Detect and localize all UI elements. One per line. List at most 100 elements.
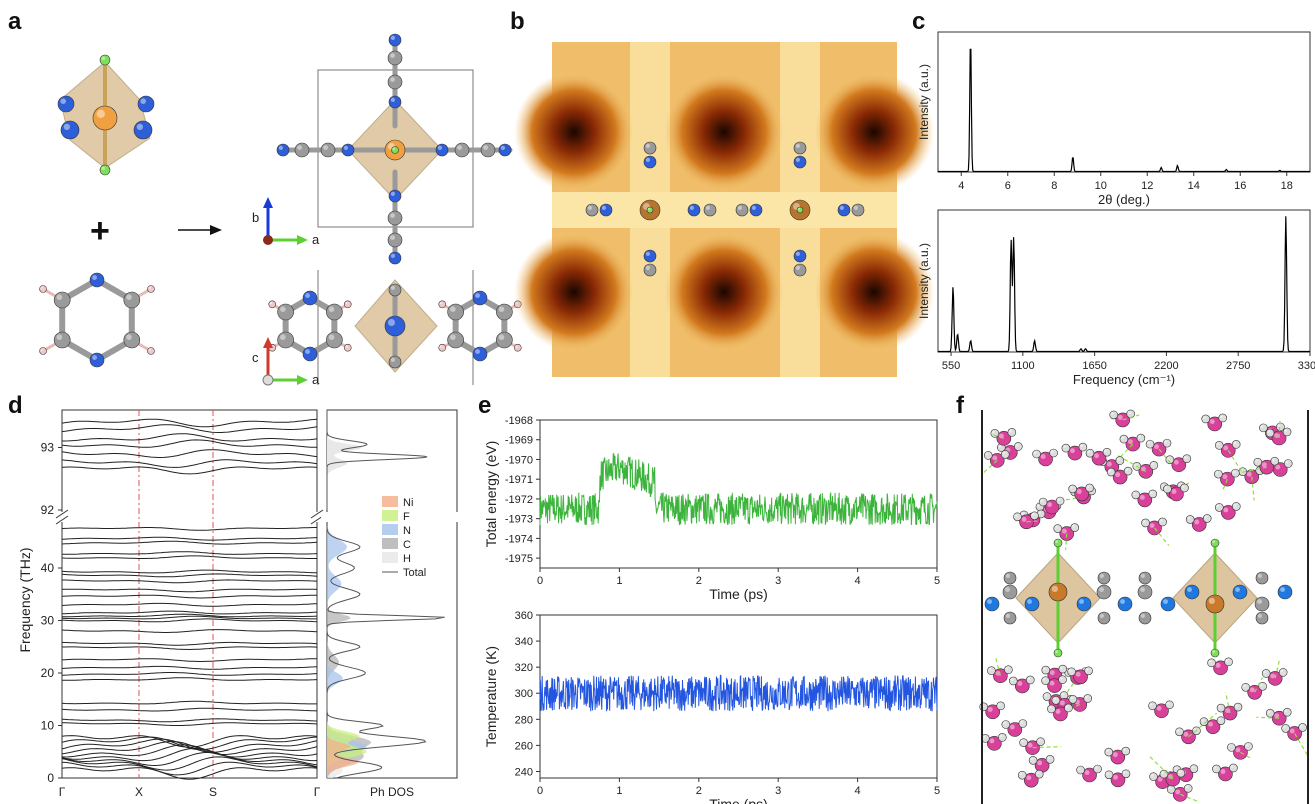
atom-c-highlight bbox=[1140, 587, 1145, 592]
atom-h-highlight bbox=[1037, 503, 1040, 507]
phonon-band bbox=[61, 700, 317, 705]
atom-n-highlight bbox=[689, 205, 694, 210]
atom-c-highlight bbox=[498, 306, 505, 313]
atom-h bbox=[1244, 742, 1253, 751]
atom-o bbox=[1038, 451, 1053, 467]
atom-h-highlight bbox=[1284, 709, 1288, 713]
phonon-band bbox=[61, 536, 318, 541]
atom-ni-highlight bbox=[96, 109, 106, 119]
atom-h bbox=[1042, 692, 1052, 701]
x-tick-label: 0 bbox=[537, 785, 543, 797]
hydrogen-bond bbox=[1154, 527, 1170, 546]
atom-n-highlight bbox=[475, 293, 480, 298]
atom-f-highlight bbox=[1055, 540, 1058, 543]
atom-c-highlight bbox=[457, 145, 462, 150]
atom-c-highlight bbox=[1257, 573, 1262, 578]
atom-n bbox=[89, 272, 105, 288]
phonon-band bbox=[62, 613, 318, 618]
atom-h-highlight bbox=[1299, 724, 1303, 728]
dos-area-ni bbox=[327, 526, 359, 778]
x-axis-label: Time (ps) bbox=[709, 796, 768, 804]
dos-total-line bbox=[326, 410, 428, 510]
atom-h-highlight bbox=[1104, 449, 1107, 453]
atom-h-highlight bbox=[1225, 659, 1229, 662]
atom-h bbox=[1265, 428, 1275, 438]
atom-n bbox=[837, 203, 851, 217]
atom-h bbox=[1229, 763, 1238, 773]
atom-h-highlight bbox=[1122, 748, 1126, 752]
atom-c bbox=[326, 303, 343, 321]
atom-c-highlight bbox=[1257, 599, 1262, 604]
atom-o bbox=[996, 431, 1012, 446]
x-tick-label: 10 bbox=[1095, 180, 1107, 192]
atom-h bbox=[1055, 496, 1065, 506]
atom-n-highlight bbox=[795, 157, 800, 162]
dos-area-n bbox=[327, 526, 367, 778]
k-point-label: Γ bbox=[314, 785, 321, 799]
atom-h bbox=[1078, 442, 1088, 452]
atom-f bbox=[1210, 538, 1220, 548]
atom-o-highlight bbox=[1246, 471, 1252, 477]
atom-c-highlight bbox=[1005, 613, 1010, 618]
atom-h-highlight bbox=[1094, 766, 1098, 770]
y-tick-label: -1975 bbox=[505, 553, 533, 565]
atom-c-highlight bbox=[483, 145, 488, 150]
density-pore bbox=[814, 72, 934, 192]
atom-c-highlight bbox=[390, 357, 395, 362]
phonon-band bbox=[61, 527, 317, 531]
panel-c-raman-chart: 550 1100 1650 2200 2750 3300 Frequency (cm⁻¹) I… bbox=[917, 209, 1315, 387]
atom-h bbox=[1214, 503, 1224, 512]
phonon-band bbox=[61, 449, 318, 458]
atom-c-highlight bbox=[280, 334, 286, 341]
atom-c bbox=[1097, 571, 1111, 585]
atom-f bbox=[796, 206, 804, 214]
atom-c-highlight bbox=[795, 143, 800, 148]
hydrogen-bond bbox=[1251, 476, 1255, 501]
atom-o-highlight bbox=[1223, 445, 1229, 451]
atom-n bbox=[472, 290, 488, 306]
atom-h-highlight bbox=[1110, 412, 1114, 415]
atom-h-highlight bbox=[1059, 676, 1063, 680]
atom-h-highlight bbox=[1151, 462, 1154, 466]
atom-c-highlight bbox=[587, 205, 592, 210]
atom-ni bbox=[92, 105, 118, 131]
atom-n bbox=[1024, 596, 1040, 612]
x-tick-label: 18 bbox=[1281, 180, 1293, 192]
atom-h bbox=[1231, 440, 1241, 449]
atom-o-highlight bbox=[992, 455, 998, 461]
atom-c-highlight bbox=[1140, 613, 1145, 618]
atom-h-highlight bbox=[1271, 458, 1275, 462]
spectrum-line bbox=[938, 216, 1310, 353]
phonon-band bbox=[62, 579, 318, 584]
panel-e-energy-chart: 0 1 2 3 4 5 -1975 -1974 -1973 -1972 -1971 -1970 -196… bbox=[483, 415, 940, 602]
y-tick-label: -1974 bbox=[505, 533, 533, 545]
spectrum-line bbox=[938, 48, 1310, 173]
atom-n bbox=[133, 120, 153, 140]
x-tick-label: 6 bbox=[1005, 180, 1011, 192]
atom-h bbox=[1163, 484, 1172, 494]
atom-c-highlight bbox=[297, 145, 302, 150]
atom-h-highlight bbox=[1149, 491, 1153, 494]
y-tick-label: 0 bbox=[47, 771, 54, 785]
atom-h-highlight bbox=[1106, 771, 1109, 775]
atom-h-highlight bbox=[1213, 766, 1217, 769]
atom-c bbox=[496, 303, 513, 321]
hydrogen-bond bbox=[1256, 716, 1280, 719]
atom-o-highlight bbox=[1194, 519, 1200, 525]
atom-h bbox=[268, 300, 277, 309]
hydrogen-bond bbox=[1240, 751, 1251, 759]
atom-h-highlight bbox=[1080, 444, 1083, 448]
atom-f bbox=[1053, 538, 1063, 548]
atom-h bbox=[343, 343, 352, 352]
atom-o-highlight bbox=[1017, 681, 1023, 686]
atom-h bbox=[438, 300, 447, 309]
atom-n bbox=[388, 33, 402, 47]
atom-h-highlight bbox=[1065, 705, 1069, 708]
atom-o-highlight bbox=[1127, 439, 1133, 445]
atom-h bbox=[1214, 441, 1224, 450]
atom-o-highlight bbox=[1049, 680, 1055, 686]
atom-h-highlight bbox=[1259, 683, 1263, 687]
atom-o-highlight bbox=[1220, 769, 1226, 774]
phonon-band bbox=[62, 677, 318, 681]
atom-o-highlight bbox=[1183, 731, 1189, 737]
